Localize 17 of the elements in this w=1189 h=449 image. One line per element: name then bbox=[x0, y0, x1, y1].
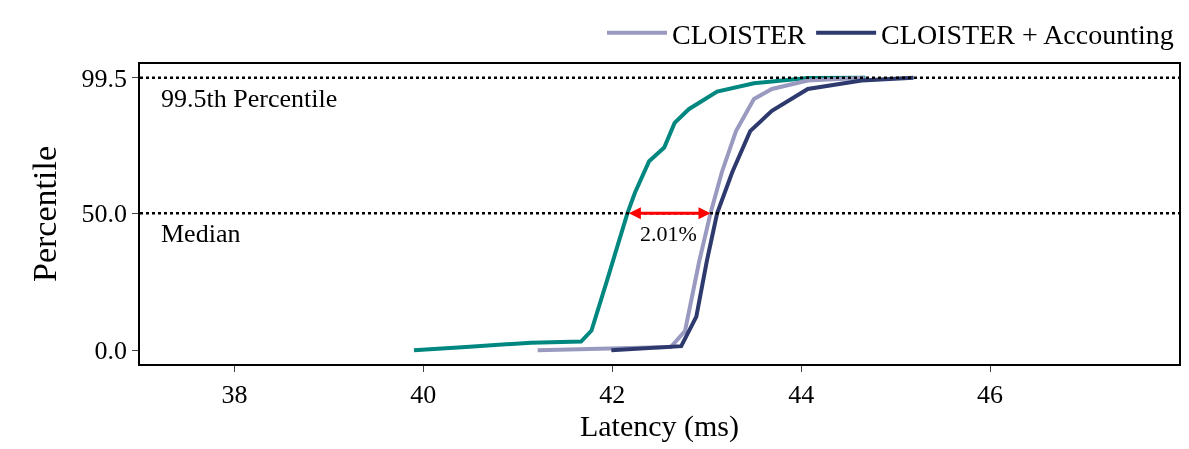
x-tick-label: 40 bbox=[410, 379, 437, 409]
x-tick-label: 42 bbox=[599, 379, 626, 409]
line-series bbox=[609, 75, 916, 353]
y-tick-label: 99.5 bbox=[81, 63, 128, 93]
x-axis-title: Latency (ms) bbox=[579, 408, 740, 443]
annotation: 2.01% bbox=[640, 221, 697, 246]
y-axis-title: Percentile bbox=[25, 146, 63, 282]
ref-line-label: Median bbox=[161, 219, 241, 248]
x-tick-label: 38 bbox=[221, 379, 248, 409]
y-tick-label: 50.0 bbox=[81, 199, 128, 229]
ref-line-label: 99.5th Percentile bbox=[161, 84, 338, 113]
x-tick-label: 44 bbox=[788, 379, 815, 409]
line-series bbox=[411, 75, 868, 353]
legend-label: CLOISTER bbox=[672, 18, 807, 50]
x-tick-label: 46 bbox=[977, 379, 1004, 409]
legend-label: CLOISTER + Accounting bbox=[881, 18, 1174, 50]
y-tick-label: 0.0 bbox=[94, 336, 128, 366]
